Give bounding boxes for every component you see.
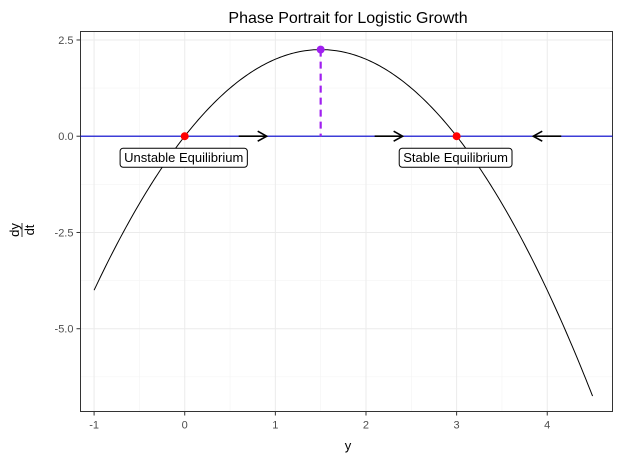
x-tick-label: 4 [544,420,550,432]
y-tick-label: -5.0 [55,324,74,336]
y-tick-label: 0.0 [58,131,73,143]
growth-curve [93,49,594,397]
y-tick-label: 2.5 [58,35,73,47]
y-axis-title-denominator: dt [22,224,37,235]
y-axis-title-numerator: dy [7,223,22,237]
tick-layer: -1 0 1 2 3 4 -5.0 -2.5 0.0 2.5 [55,35,551,432]
x-tick-label: -1 [89,420,99,432]
maximum-point [316,45,325,54]
equilibrium-point [452,132,461,141]
equilibrium-label: Unstable Equilibrium [119,147,248,168]
direction-arrow-head [257,130,269,142]
plot-panel-border [80,31,613,412]
annotation-layer: Unstable Equilibrium Stable Equilibrium [119,147,513,168]
chart-title: Phase Portrait for Logistic Growth [228,10,467,27]
y-tick-label: -2.5 [55,227,74,239]
x-tick-label: 2 [363,420,369,432]
direction-arrow-head [531,130,543,142]
data-layer [80,45,613,397]
x-tick-label: 3 [454,420,460,432]
equilibrium-label-box [119,147,248,168]
grid-lines [80,31,613,412]
y-axis-title: dy dt [7,223,37,237]
equilibrium-point [180,132,189,141]
x-axis-title: y [345,438,352,453]
equilibrium-label-box [398,147,513,168]
x-tick-label: 1 [272,420,278,432]
equilibrium-label-text: Stable Equilibrium [403,150,508,165]
direction-arrow-head [393,130,405,142]
equilibrium-label: Stable Equilibrium [398,147,513,168]
equilibrium-label-text: Unstable Equilibrium [124,150,243,165]
x-tick-label: 0 [182,420,188,432]
